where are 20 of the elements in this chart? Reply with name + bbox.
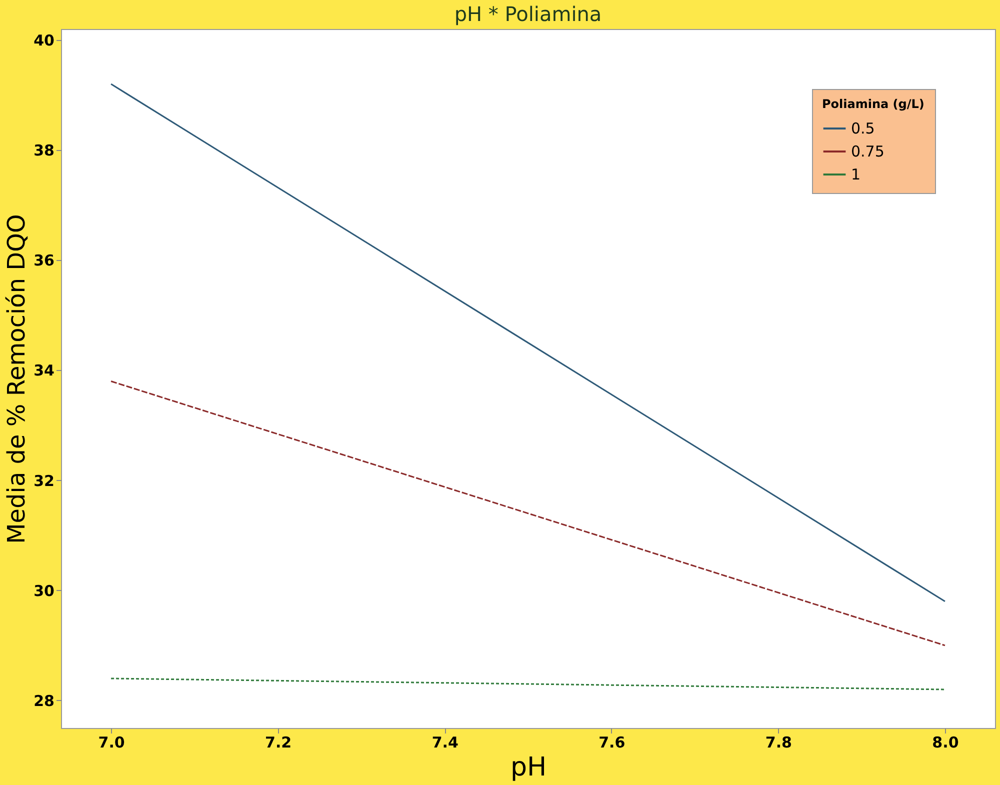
legend-label: 1 [851, 166, 861, 184]
x-tick-label: 7.6 [598, 734, 626, 752]
y-tick-label: 32 [34, 472, 54, 490]
x-tick-label: 7.4 [432, 734, 458, 752]
y-tick-label: 40 [34, 32, 54, 50]
chart-title: pH * Poliamina [454, 2, 602, 26]
legend-title: Poliamina (g/L) [822, 97, 924, 111]
legend-label: 0.75 [851, 142, 884, 160]
y-tick-label: 28 [34, 692, 54, 710]
x-tick-label: 7.2 [265, 734, 292, 752]
y-tick-label: 38 [34, 142, 54, 160]
y-tick-label: 30 [34, 582, 54, 600]
legend-label: 0.5 [851, 120, 875, 138]
x-tick-label: 7.0 [98, 734, 125, 752]
x-axis-title: pH [510, 752, 547, 782]
y-tick-label: 36 [34, 252, 54, 270]
y-tick-label: 34 [34, 362, 54, 380]
x-tick-label: 8.0 [932, 734, 959, 752]
y-axis-title: Media de % Remoción DQO [2, 214, 31, 544]
x-tick-label: 7.8 [765, 734, 792, 752]
